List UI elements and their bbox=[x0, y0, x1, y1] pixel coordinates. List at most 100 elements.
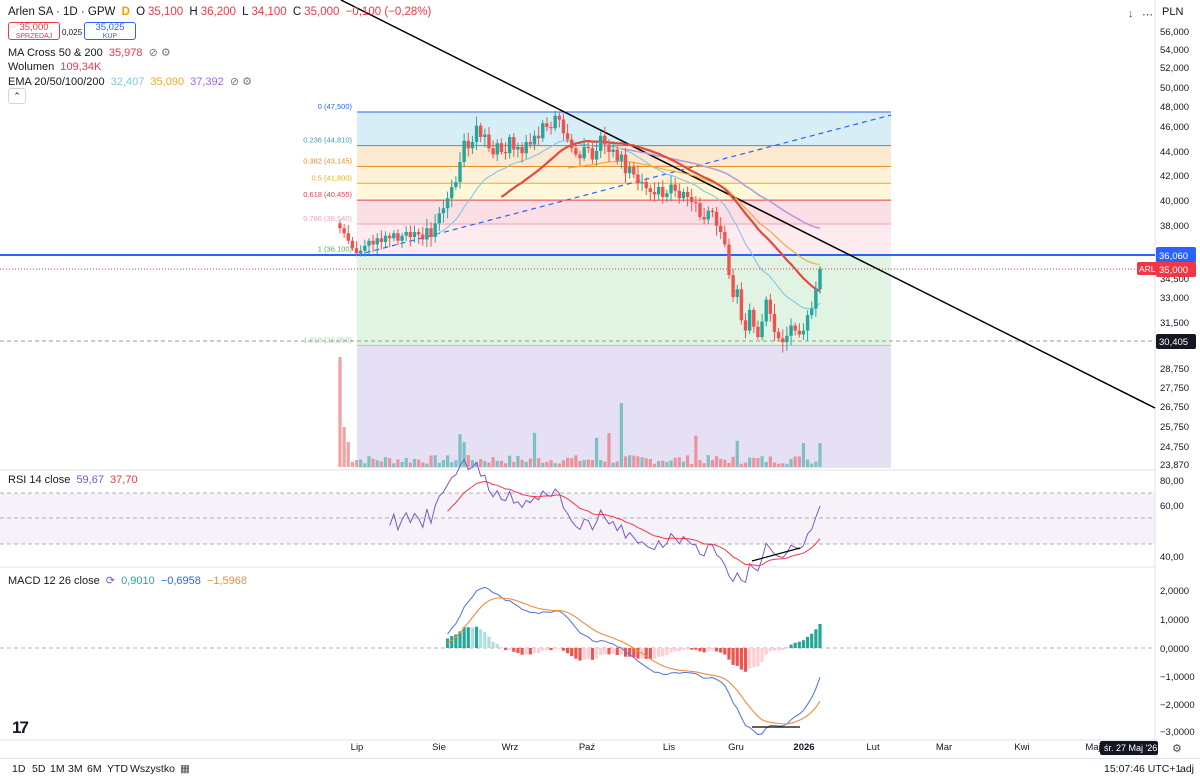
volume-bar bbox=[458, 434, 462, 467]
currency-label[interactable]: PLN bbox=[1162, 6, 1184, 18]
volume-bar bbox=[669, 460, 673, 467]
volume-bar bbox=[503, 463, 508, 467]
time-axis-label: Sie bbox=[432, 742, 446, 753]
candle-body bbox=[578, 154, 582, 159]
tf-6m[interactable]: 6M bbox=[87, 763, 102, 775]
buy-button[interactable]: 35,025 KUP bbox=[84, 22, 136, 40]
tf-1d[interactable]: 1D bbox=[12, 763, 26, 775]
volume-bar bbox=[561, 460, 566, 467]
candle-body bbox=[648, 188, 653, 192]
volume-bar bbox=[441, 460, 446, 467]
price-tick-label: 33,000 bbox=[1160, 293, 1189, 304]
macd-histogram-bar bbox=[652, 648, 657, 659]
macd-histogram-bar bbox=[793, 642, 797, 648]
macd-histogram-bar bbox=[565, 648, 570, 654]
ohlc-high-label: H bbox=[189, 6, 198, 18]
volume-legend[interactable]: Wolumen 109,34K bbox=[8, 61, 104, 73]
macd-histogram-bar bbox=[727, 648, 731, 660]
trend-line-down[interactable] bbox=[340, 0, 1156, 409]
macd-histogram-bar bbox=[628, 648, 632, 657]
candle-body bbox=[756, 326, 760, 338]
symbol-title[interactable]: Arlen SA · 1D · GPW bbox=[8, 6, 116, 18]
candle-body bbox=[371, 240, 375, 245]
macd-histogram-bar bbox=[702, 648, 706, 653]
symbol-tag-box bbox=[1137, 262, 1159, 275]
calendar-range-icon[interactable]: ▦ bbox=[180, 763, 190, 775]
candle-body bbox=[462, 140, 466, 162]
macd-histogram-bar bbox=[615, 648, 619, 656]
tf-ytd[interactable]: YTD bbox=[107, 763, 128, 775]
adj-toggle[interactable]: adj bbox=[1180, 763, 1195, 775]
macd-histogram-bar bbox=[739, 648, 743, 670]
candle-body bbox=[433, 223, 437, 237]
macd-histogram-bar bbox=[772, 648, 777, 651]
candle-body bbox=[810, 308, 814, 316]
volume-bar bbox=[731, 456, 735, 467]
tf-5d[interactable]: 5D bbox=[32, 763, 46, 775]
tf-3m[interactable]: 3M bbox=[68, 763, 83, 775]
volume-bar bbox=[512, 461, 516, 467]
fib-zone bbox=[357, 200, 891, 224]
candle-body bbox=[702, 217, 706, 220]
candle-body bbox=[342, 228, 346, 234]
volume-bar bbox=[818, 443, 822, 467]
macd-histogram-bar bbox=[669, 648, 673, 653]
candle-body bbox=[545, 123, 549, 127]
volume-bar bbox=[615, 461, 619, 467]
volume-bar bbox=[532, 432, 537, 467]
clock-time[interactable]: 15:07:46 UTC+1 bbox=[1104, 763, 1182, 775]
macd-histogram-bar bbox=[454, 634, 458, 648]
candle-body bbox=[714, 212, 719, 226]
macd-histogram-bar bbox=[458, 631, 462, 648]
candle-body bbox=[549, 127, 553, 129]
macd-legend[interactable]: MACD 12 26 close ⟳ 0,9010 −0,6958 −1,596… bbox=[8, 574, 250, 587]
settings-gear-icon[interactable]: ⚙ bbox=[1172, 742, 1182, 755]
candle-body bbox=[665, 193, 669, 197]
candle-body bbox=[421, 234, 425, 240]
macd-value-3: −1,5968 bbox=[206, 575, 247, 587]
ma-cross-legend[interactable]: MA Cross 50 & 200 35,978 ⊘ ⚙ bbox=[8, 46, 174, 59]
candle-body bbox=[512, 137, 516, 150]
tf-1m[interactable]: 1M bbox=[50, 763, 65, 775]
macd-histogram-bar bbox=[479, 629, 483, 648]
volume-bar bbox=[537, 458, 541, 467]
candle-body bbox=[408, 232, 413, 237]
macd-histogram-bar bbox=[661, 648, 665, 657]
ema-legend[interactable]: EMA 20/50/100/200 32,407 35,090 37,392 ⊘… bbox=[8, 75, 255, 88]
time-axis-label: Mar bbox=[936, 742, 952, 753]
candle-body bbox=[441, 208, 446, 214]
candle-body bbox=[358, 250, 363, 254]
volume-bar bbox=[743, 462, 748, 467]
ma-cross-value: 35,978 bbox=[108, 47, 143, 59]
rsi-legend[interactable]: RSI 14 close 59,67 37,70 bbox=[8, 474, 141, 486]
sell-button[interactable]: 35,000 SPRZEDAJ bbox=[8, 22, 60, 40]
rsi-tick-label: 80,00 bbox=[1160, 476, 1184, 487]
candle-body bbox=[818, 268, 822, 290]
macd-histogram-bar bbox=[553, 648, 557, 649]
candle-body bbox=[731, 275, 735, 298]
arrow-down-icon[interactable]: ↓ bbox=[1128, 8, 1134, 20]
macd-histogram-bar bbox=[723, 648, 727, 655]
tf-all[interactable]: Wszystko bbox=[130, 763, 175, 775]
rsi-divergence-line[interactable] bbox=[751, 547, 801, 562]
price-tick-label: 31,500 bbox=[1160, 318, 1189, 329]
collapse-legend-icon[interactable]: ⌃ bbox=[8, 88, 26, 104]
price-tick-label: 48,000 bbox=[1160, 102, 1189, 113]
volume-bar bbox=[454, 460, 458, 467]
eye-off-icon[interactable]: ⊘ ⚙ bbox=[229, 76, 252, 88]
volume-bar bbox=[611, 462, 615, 467]
trend-line-dashed[interactable] bbox=[356, 114, 892, 256]
macd-histogram-bar bbox=[752, 648, 756, 668]
eye-off-icon[interactable]: ⊘ ⚙ bbox=[148, 47, 171, 59]
more-icon[interactable]: ⋯ bbox=[1142, 9, 1153, 21]
candle-body bbox=[429, 228, 433, 237]
symbol-tag-label: ARL bbox=[1139, 264, 1156, 274]
macd-histogram-bar bbox=[570, 648, 574, 657]
candle-body bbox=[797, 330, 802, 335]
ema-value-1: 32,407 bbox=[110, 76, 145, 88]
candle-body bbox=[603, 135, 607, 145]
candle-body bbox=[805, 315, 810, 331]
macd-signal-line bbox=[447, 597, 821, 725]
macd-histogram-bar bbox=[541, 648, 545, 651]
